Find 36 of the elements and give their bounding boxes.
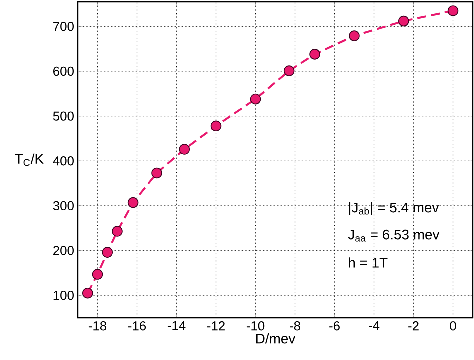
point (92, 269, 104, 280)
y-tick-label: 100 (54, 291, 74, 300)
y-tick-label: 300 (53, 201, 74, 211)
x-tick-label: -4 (369, 322, 380, 330)
x-tick-label: -10 (246, 322, 265, 331)
point (112, 226, 123, 237)
point (102, 247, 114, 258)
point (448, 6, 459, 16)
point (210, 120, 222, 132)
y-tick-label: 600 (54, 66, 74, 76)
point (398, 16, 410, 27)
y-tick-label: 500 (53, 112, 74, 121)
point (349, 30, 360, 42)
y-tick-label: 700 (54, 22, 74, 32)
point (310, 49, 320, 60)
point (179, 144, 190, 155)
point (250, 94, 262, 105)
x-tick-label: -14 (168, 322, 186, 330)
x-tick-label: -6 (330, 322, 340, 331)
x-tick-label: -2 (408, 322, 419, 331)
point (152, 168, 162, 179)
point (284, 66, 295, 76)
y-axis-title: T$_{C}$/K (15, 154, 44, 166)
annotation: J$_{aa}$ = 6.53 mev (348, 230, 440, 242)
x-tick-label: -8 (290, 322, 300, 331)
point (128, 197, 139, 208)
y-tick-label: 400 (53, 156, 74, 166)
annotation: |J$_{ab}$| = 5.4 mev (349, 202, 440, 216)
x-tick-label: -16 (128, 322, 146, 331)
x-axis-title: D/mev (256, 334, 296, 344)
x-tick-label: -12 (207, 322, 225, 331)
x-tick-label: 0 (450, 322, 456, 331)
point (82, 288, 94, 299)
annotation: h = 1T (349, 258, 388, 268)
x-tick-label: -18 (88, 322, 107, 331)
y-tick-label: 200 (54, 246, 74, 256)
